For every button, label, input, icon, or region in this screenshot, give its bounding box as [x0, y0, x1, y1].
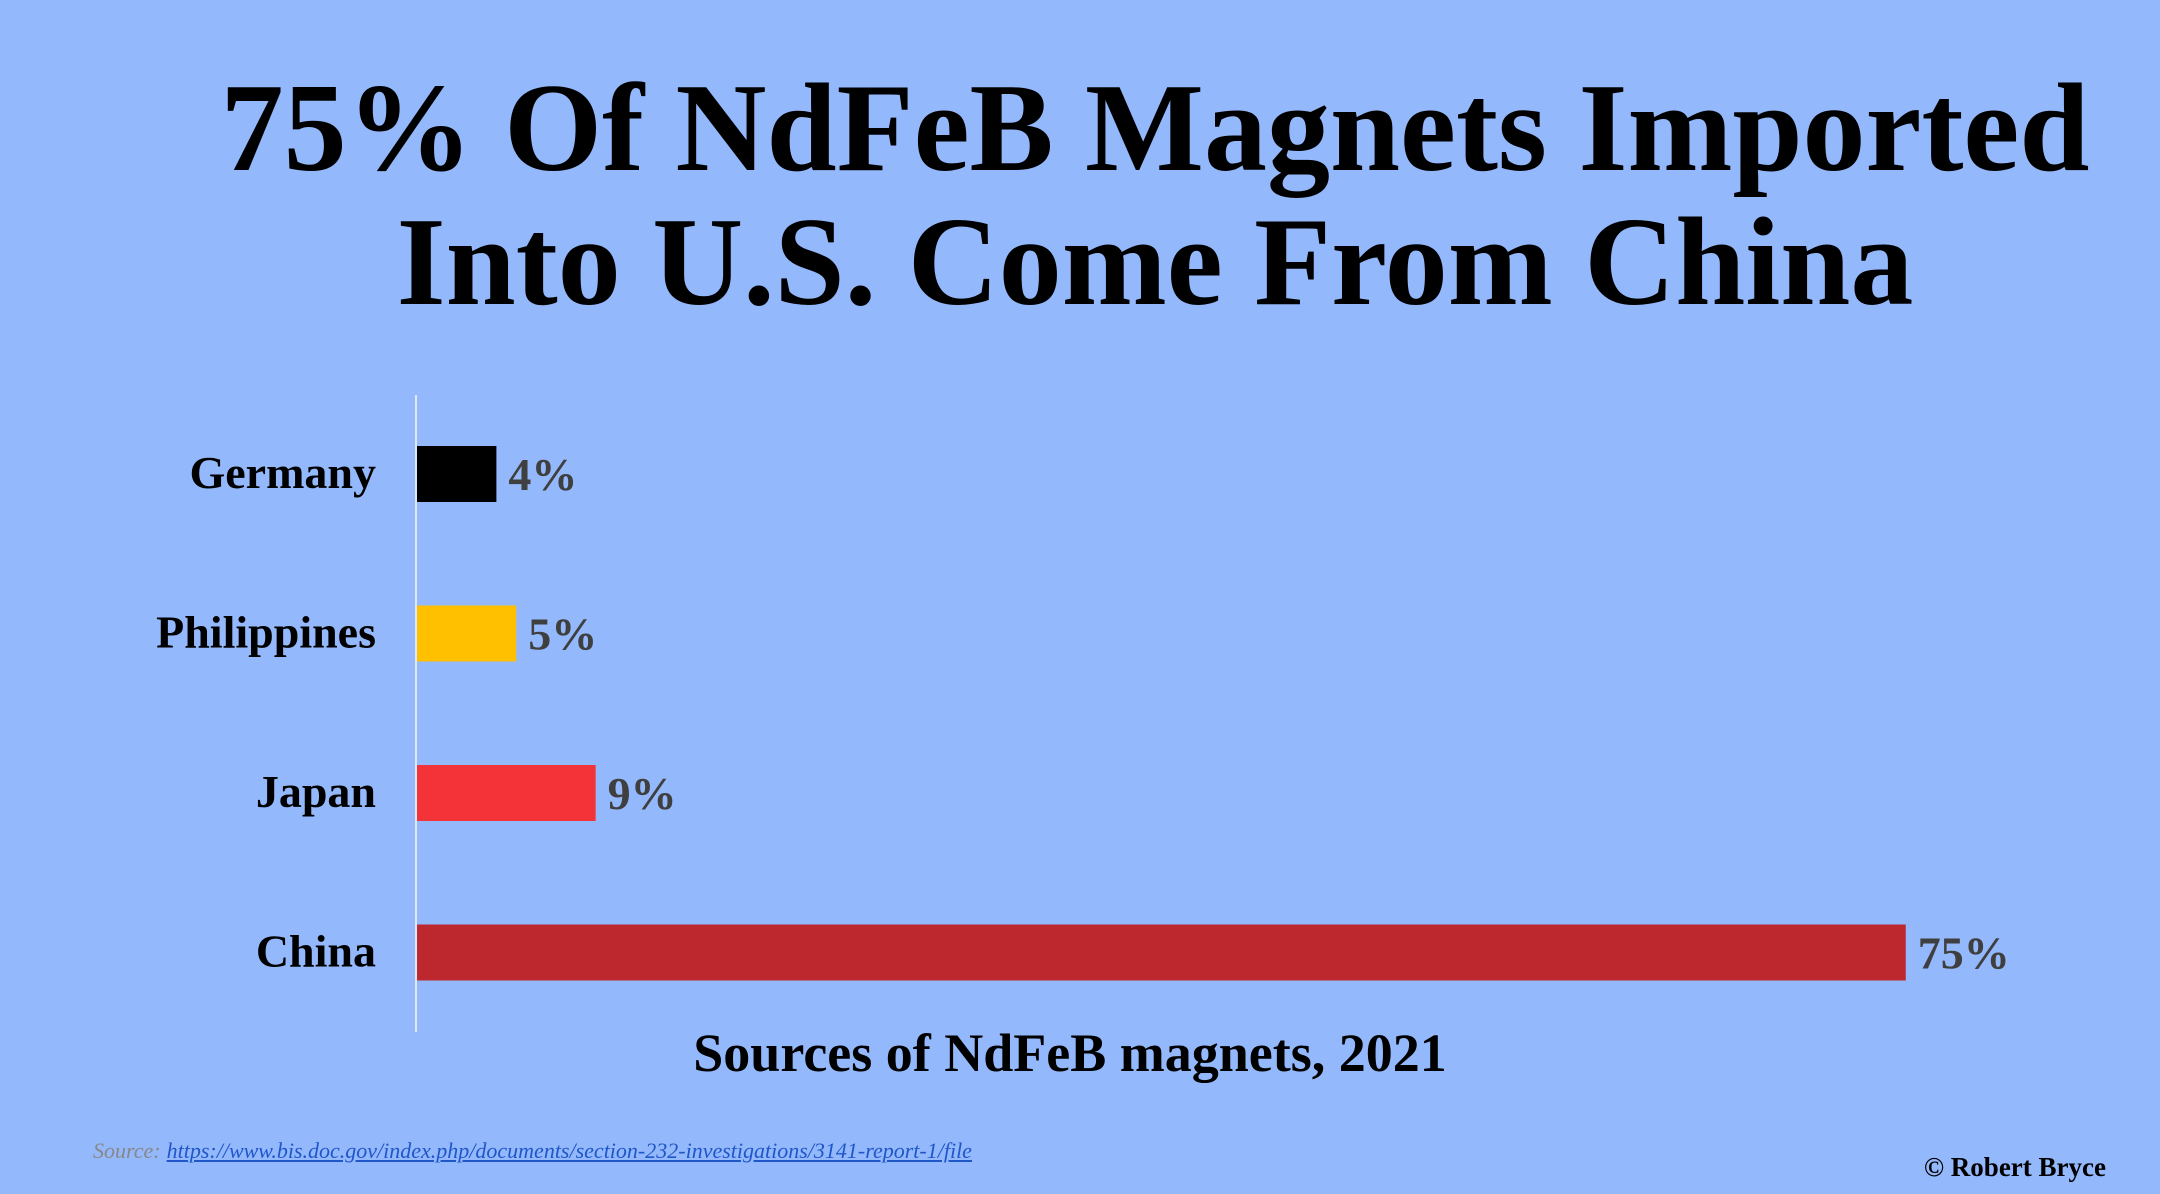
title-line-1: 75% Of NdFeB Magnets Imported	[220, 59, 2090, 198]
source-link[interactable]: https://www.bis.doc.gov/index.php/docume…	[166, 1138, 972, 1163]
bar-china	[417, 924, 1906, 981]
value-label-philippines: 5%	[528, 609, 597, 660]
bar-japan	[417, 765, 596, 821]
value-label-germany: 4%	[508, 449, 577, 500]
source-note: Source: https://www.bis.doc.gov/index.php…	[93, 1138, 972, 1164]
bar-philippines	[417, 605, 517, 662]
category-label-germany: Germany	[189, 447, 376, 498]
source-label: Source:	[93, 1138, 161, 1163]
title-line-2: Into U.S. Come From China	[396, 193, 1914, 332]
chart-title: Sources of NdFeB magnets, 2021	[693, 1023, 1447, 1083]
copyright: © Robert Bryce	[1923, 1152, 2106, 1182]
category-label-china: China	[256, 926, 376, 977]
category-label-japan: Japan	[256, 766, 376, 817]
value-label-japan: 9%	[608, 768, 677, 819]
bar-germany	[417, 446, 497, 502]
value-label-china: 75%	[1918, 928, 2010, 979]
category-label-philippines: Philippines	[156, 607, 376, 658]
page-title: 75% Of NdFeB Magnets Imported Into U.S. …	[200, 62, 2110, 330]
